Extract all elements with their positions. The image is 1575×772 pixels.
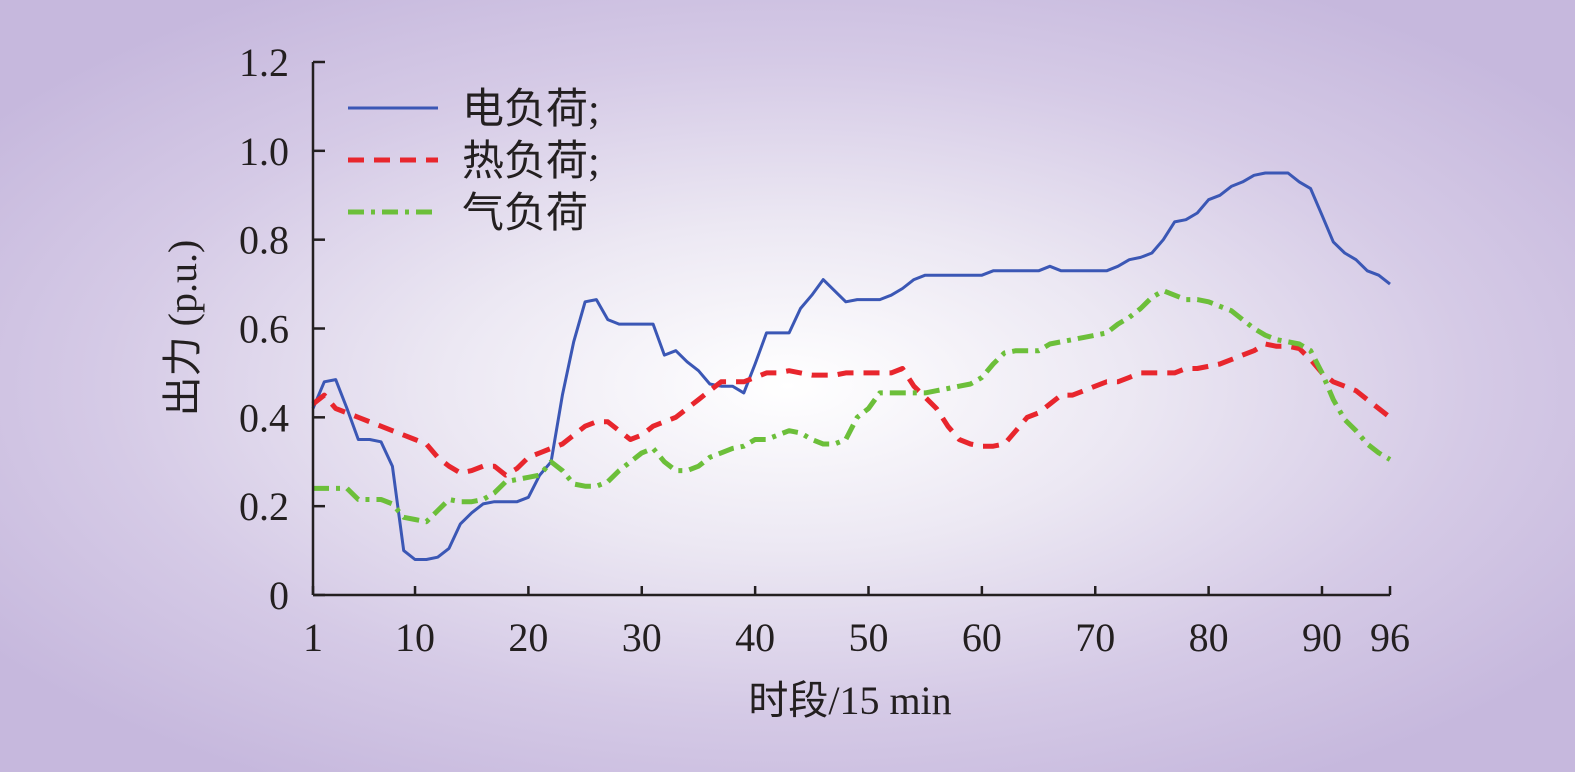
x-axis-title: 时段/15 min	[748, 678, 951, 723]
y-tick-label: 0.8	[239, 218, 289, 263]
y-tick-label: 0.4	[239, 395, 289, 440]
series-line-2	[311, 341, 1392, 478]
y-tick-label: 0.2	[239, 484, 289, 529]
legend: 电负荷; 热负荷; 气负荷	[348, 87, 600, 237]
x-tick-label: 90	[1302, 615, 1342, 660]
x-tick-label: 10	[395, 615, 435, 660]
x-tick-label: 50	[849, 615, 889, 660]
legend-label-3: 气负荷	[462, 191, 588, 237]
x-tick-label: 80	[1189, 615, 1229, 660]
legend-label-1: 电负荷;	[462, 87, 600, 133]
y-tick-label: 0.6	[239, 307, 289, 352]
y-tick-label: 0	[269, 573, 289, 618]
x-tick-label: 60	[962, 615, 1002, 660]
x-tick-label: 20	[508, 615, 548, 660]
series-layer	[311, 171, 1392, 561]
y-tick-label: 1.0	[239, 129, 289, 174]
x-tick-label: 40	[735, 615, 775, 660]
x-tick-label: 30	[622, 615, 662, 660]
series-line-3	[313, 288, 1392, 525]
x-axis-ticks: 1 10 20 30 40 50 60 70 80 90 96	[303, 586, 1410, 660]
x-tick-label: 96	[1370, 615, 1410, 660]
x-tick-label: 70	[1075, 615, 1115, 660]
series-line-1	[311, 171, 1391, 561]
legend-label-2: 热负荷;	[462, 139, 600, 185]
x-tick-label: 1	[303, 615, 323, 660]
y-axis-title: 出力 (p.u.)	[160, 240, 205, 417]
axes-layer: 1 10 20 30 40 50 60 70 80 90 96 0 0.2 0.4 0.6 0.8 1.0 1.…	[239, 40, 1410, 660]
y-axis-ticks: 0 0.2 0.4 0.6 0.8 1.0 1.2	[239, 40, 325, 618]
y-tick-label: 1.2	[239, 40, 289, 85]
